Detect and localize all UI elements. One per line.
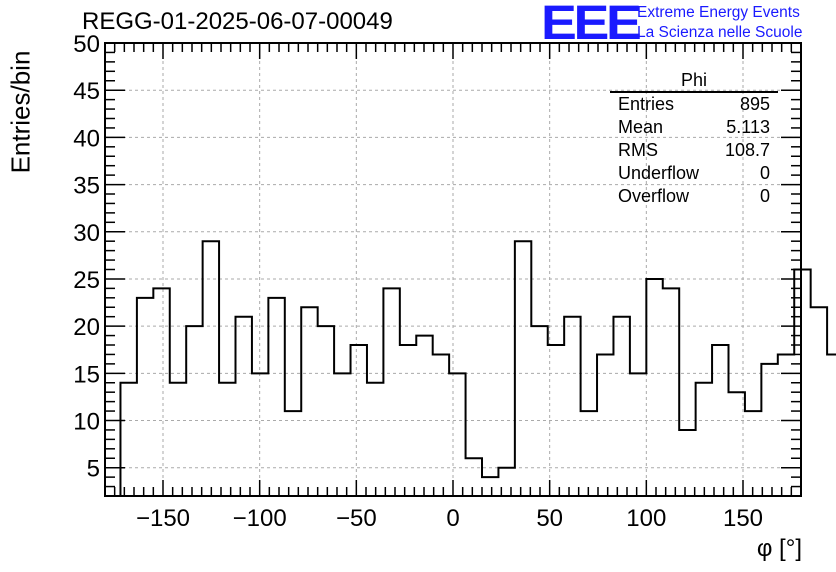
histogram-bin xyxy=(515,241,531,496)
stats-value: 895 xyxy=(739,94,770,114)
axis-ticks xyxy=(105,42,801,496)
histogram-bin xyxy=(679,430,695,496)
histogram-title: REGG-01-2025-06-07-00049 xyxy=(82,8,393,35)
y-tick-label: 30 xyxy=(73,220,100,247)
histogram-bin xyxy=(351,345,367,496)
histogram-bin xyxy=(268,298,284,496)
stats-row-mean: Mean 5.113 xyxy=(610,116,778,139)
histogram-bin xyxy=(482,477,498,496)
stats-value: 5.113 xyxy=(726,117,770,137)
histogram-bars xyxy=(119,240,836,496)
axis-tick-labels: −150 −100 −50 0 50 100 150 5 10 15 20 25 30 35 40 45 50 xyxy=(73,31,763,532)
histogram-bin xyxy=(219,383,235,496)
histogram-bin xyxy=(416,336,432,496)
histogram-outline xyxy=(119,240,836,496)
y-tick-label: 15 xyxy=(73,361,100,388)
histogram-bin xyxy=(318,326,334,496)
histogram-bin xyxy=(400,345,416,496)
x-tick-label: 150 xyxy=(723,505,763,532)
stats-value: 0 xyxy=(759,186,770,206)
histogram-bin xyxy=(827,354,836,496)
y-tick-label: 10 xyxy=(73,409,100,436)
histogram-bin xyxy=(630,373,646,496)
x-tick-label: −150 xyxy=(136,505,190,532)
histogram-bin xyxy=(236,317,252,496)
histogram-bin xyxy=(137,298,153,496)
histogram-bin xyxy=(646,279,662,496)
y-tick-label: 5 xyxy=(87,456,100,483)
stats-label: Mean xyxy=(618,117,664,137)
stats-row-entries: Entries 895 xyxy=(610,93,778,116)
histogram-bin xyxy=(301,307,317,496)
histogram-bin xyxy=(712,345,728,496)
histogram-bin xyxy=(449,373,465,496)
y-tick-label: 35 xyxy=(73,173,100,200)
stats-row-overflow: Overflow 0 xyxy=(610,185,778,208)
stats-box: Phi Entries 895 Mean 5.113 RMS 108.7 Und… xyxy=(610,70,778,208)
histogram-bin xyxy=(334,373,350,496)
y-tick-label: 40 xyxy=(73,125,100,152)
stats-label: Underflow xyxy=(618,163,700,183)
y-tick-label: 20 xyxy=(73,314,100,341)
histogram-bin xyxy=(696,383,712,496)
histogram-bin xyxy=(663,288,679,496)
histogram-bin xyxy=(597,354,613,496)
histogram-bin xyxy=(761,364,777,496)
histogram-bin xyxy=(811,307,827,496)
histogram-bin xyxy=(745,411,761,496)
x-tick-label: −50 xyxy=(336,505,377,532)
histogram-bin xyxy=(186,326,202,496)
y-axis-label: Entries/bin xyxy=(5,50,36,174)
histogram-bin xyxy=(531,326,547,496)
logo-line-2: La Scienza nelle Scuole xyxy=(637,24,803,41)
stats-label: Entries xyxy=(618,94,675,114)
histogram-bin xyxy=(466,458,482,496)
stats-row-rms: RMS 108.7 xyxy=(610,139,778,162)
histogram-bin xyxy=(564,317,580,496)
histogram-bin xyxy=(153,288,169,496)
histogram-bin xyxy=(367,383,383,496)
y-tick-label: 25 xyxy=(73,267,100,294)
stats-label: Overflow xyxy=(618,186,690,206)
stats-value: 108.7 xyxy=(724,140,770,160)
histogram-bin xyxy=(613,317,629,496)
logo-line-1: Extreme Energy Events xyxy=(637,4,800,21)
histogram-bin xyxy=(285,411,301,496)
histogram-bin xyxy=(203,241,219,496)
stats-label: RMS xyxy=(618,140,658,160)
histogram-bin xyxy=(778,354,794,496)
x-axis-label: φ [°] xyxy=(756,535,802,562)
histogram-bin xyxy=(548,345,564,496)
histogram-bin xyxy=(383,288,399,496)
histogram-bin xyxy=(433,354,449,496)
histogram-bin xyxy=(252,373,268,496)
x-tick-label: 100 xyxy=(626,505,666,532)
x-tick-label: −100 xyxy=(233,505,287,532)
stats-value: 0 xyxy=(759,163,770,183)
y-tick-label: 50 xyxy=(73,31,100,58)
histogram-bin xyxy=(120,383,136,496)
stats-title: Phi xyxy=(610,70,778,93)
histogram-bin xyxy=(170,383,186,496)
x-tick-label: 0 xyxy=(446,505,459,532)
logo-text: Extreme Energy Events La Scienza nelle S… xyxy=(637,3,802,43)
x-tick-label: 50 xyxy=(536,505,563,532)
histogram-bin xyxy=(581,411,597,496)
y-tick-label: 45 xyxy=(73,78,100,105)
eee-logo: EEE xyxy=(541,0,642,50)
stats-row-underflow: Underflow 0 xyxy=(610,162,778,185)
